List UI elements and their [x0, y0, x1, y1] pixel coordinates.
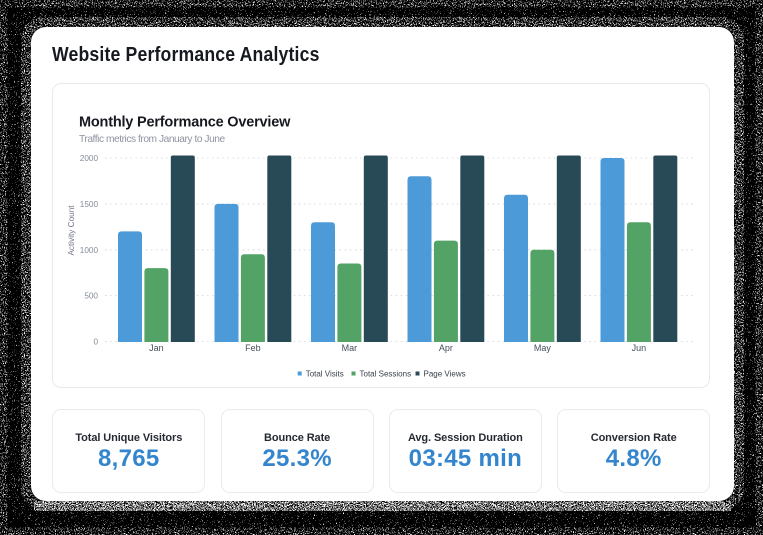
svg-text:Page Views: Page Views [424, 370, 466, 379]
svg-text:Total Visits: Total Visits [306, 370, 344, 379]
svg-text:May: May [534, 343, 552, 353]
svg-text:500: 500 [84, 292, 98, 301]
svg-text:Mar: Mar [342, 343, 358, 353]
svg-text:0: 0 [93, 338, 98, 347]
svg-text:Monthly Performance Overview: Monthly Performance Overview [79, 115, 291, 131]
svg-text:Traffic metrics from January t: Traffic metrics from January to June [79, 134, 226, 145]
svg-text:Feb: Feb [245, 343, 261, 353]
svg-text:Activity Count: Activity Count [67, 205, 76, 256]
svg-text:Jun: Jun [632, 343, 647, 353]
svg-text:1500: 1500 [80, 200, 99, 209]
svg-text:2000: 2000 [80, 154, 99, 163]
svg-text:Jan: Jan [149, 343, 164, 353]
svg-text:Apr: Apr [439, 343, 453, 353]
svg-text:Total Sessions: Total Sessions [360, 370, 412, 379]
svg-text:1000: 1000 [80, 246, 99, 255]
